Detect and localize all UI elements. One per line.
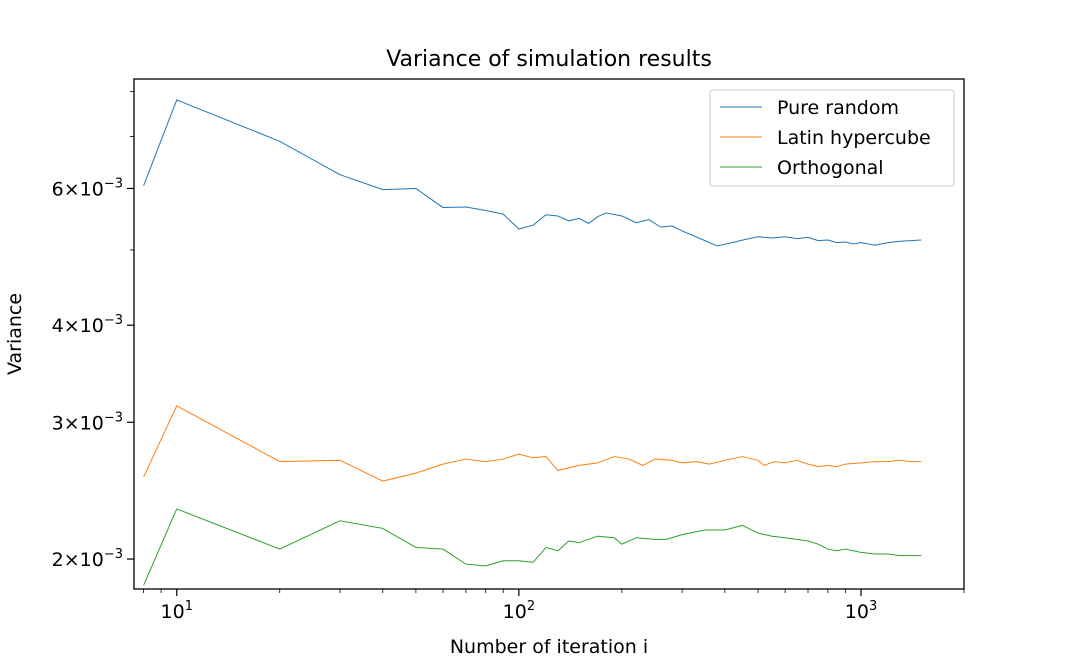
chart-title: Variance of simulation results: [386, 47, 712, 72]
series-layer: [143, 99, 922, 586]
series-line-pure-random: [143, 99, 922, 247]
legend: Pure random Latin hypercube Orthogonal: [709, 89, 955, 187]
plot-frame: [133, 78, 965, 590]
x-axis-label: Number of iteration i: [450, 636, 648, 658]
y-tick-label: 3×10−3: [52, 410, 123, 434]
legend-label-orthogonal: Orthogonal: [777, 157, 884, 179]
series-line-orthogonal: [143, 508, 922, 586]
legend-label-latin-hypercube: Latin hypercube: [777, 127, 931, 149]
legend-box: [709, 89, 955, 187]
y-axis-label: Variance: [4, 293, 26, 375]
series-line-latin-hypercube: [143, 405, 922, 482]
legend-label-pure-random: Pure random: [777, 97, 899, 119]
